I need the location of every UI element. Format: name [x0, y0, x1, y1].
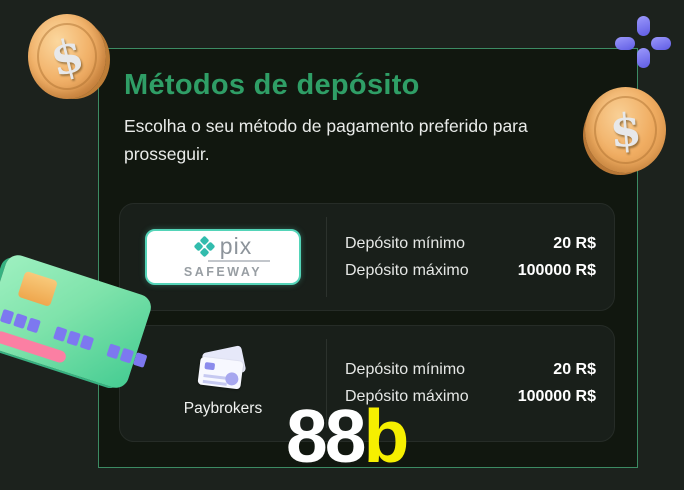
dollar-symbol: $	[607, 102, 644, 158]
payment-method-pix-safeway[interactable]: pix SAFEWAY Depósito mínimo 20 R$ Depósi…	[119, 203, 615, 311]
pix-safeway-logo-column: pix SAFEWAY	[120, 229, 326, 285]
page-subtitle: Escolha o seu método de pagamento prefer…	[124, 112, 584, 168]
deposit-min-row: Depósito mínimo 20 R$	[345, 235, 596, 253]
paybrokers-logo-column: Paybrokers	[120, 345, 326, 418]
logo-88: 88	[286, 394, 366, 478]
pix-tagline-microtext	[208, 259, 270, 263]
88b-logo: 88b	[286, 399, 409, 474]
pix-deposit-info: Depósito mínimo 20 R$ Depósito máximo 10…	[327, 235, 614, 280]
gold-dollar-coin-icon: $	[585, 87, 666, 173]
deposit-max-label: Depósito máximo	[345, 261, 469, 279]
dollar-symbol: $	[44, 26, 90, 87]
pix-diamond-icon	[194, 236, 215, 257]
paybrokers-label: Paybrokers	[183, 400, 263, 417]
card-chip	[17, 270, 58, 307]
deposit-min-value: 20 R$	[553, 234, 596, 252]
pix-wordmark: pix	[219, 232, 253, 259]
deposit-max-value: 100000 R$	[517, 388, 596, 405]
deposit-min-label: Depósito mínimo	[345, 361, 466, 378]
page-title: Métodos de depósito	[124, 69, 420, 101]
deposit-max-value: 100000 R$	[517, 261, 596, 279]
card-divider	[326, 339, 327, 428]
safeway-wordmark: SAFEWAY	[183, 265, 263, 280]
credit-cards-icon	[196, 345, 250, 393]
gold-dollar-coin-icon: $	[28, 14, 106, 99]
deposit-max-label: Depósito máximo	[345, 388, 469, 405]
paybrokers-deposit-info: Depósito mínimo 20 R$ Depósito máximo 10…	[327, 361, 614, 406]
subtitle-line-1: Escolha o seu método de pagamento prefer…	[124, 116, 528, 136]
deposit-max-row: Depósito máximo 100000 R$	[345, 262, 596, 280]
purple-plus-icon	[612, 14, 674, 68]
deposit-min-value: 20 R$	[553, 361, 596, 378]
deposit-max-row: Depósito máximo 100000 R$	[345, 388, 596, 406]
logo-b: b	[363, 394, 409, 478]
pix-safeway-logo: pix SAFEWAY	[145, 229, 301, 285]
deposit-panel: Métodos de depósito Escolha o seu método…	[98, 48, 638, 468]
card-divider	[326, 217, 327, 297]
deposit-min-row: Depósito mínimo 20 R$	[345, 361, 596, 379]
payment-method-paybrokers[interactable]: Paybrokers Depósito mínimo 20 R$ Depósit…	[119, 325, 615, 442]
deposit-min-label: Depósito mínimo	[345, 234, 466, 252]
subtitle-line-2: prosseguir.	[124, 144, 210, 164]
